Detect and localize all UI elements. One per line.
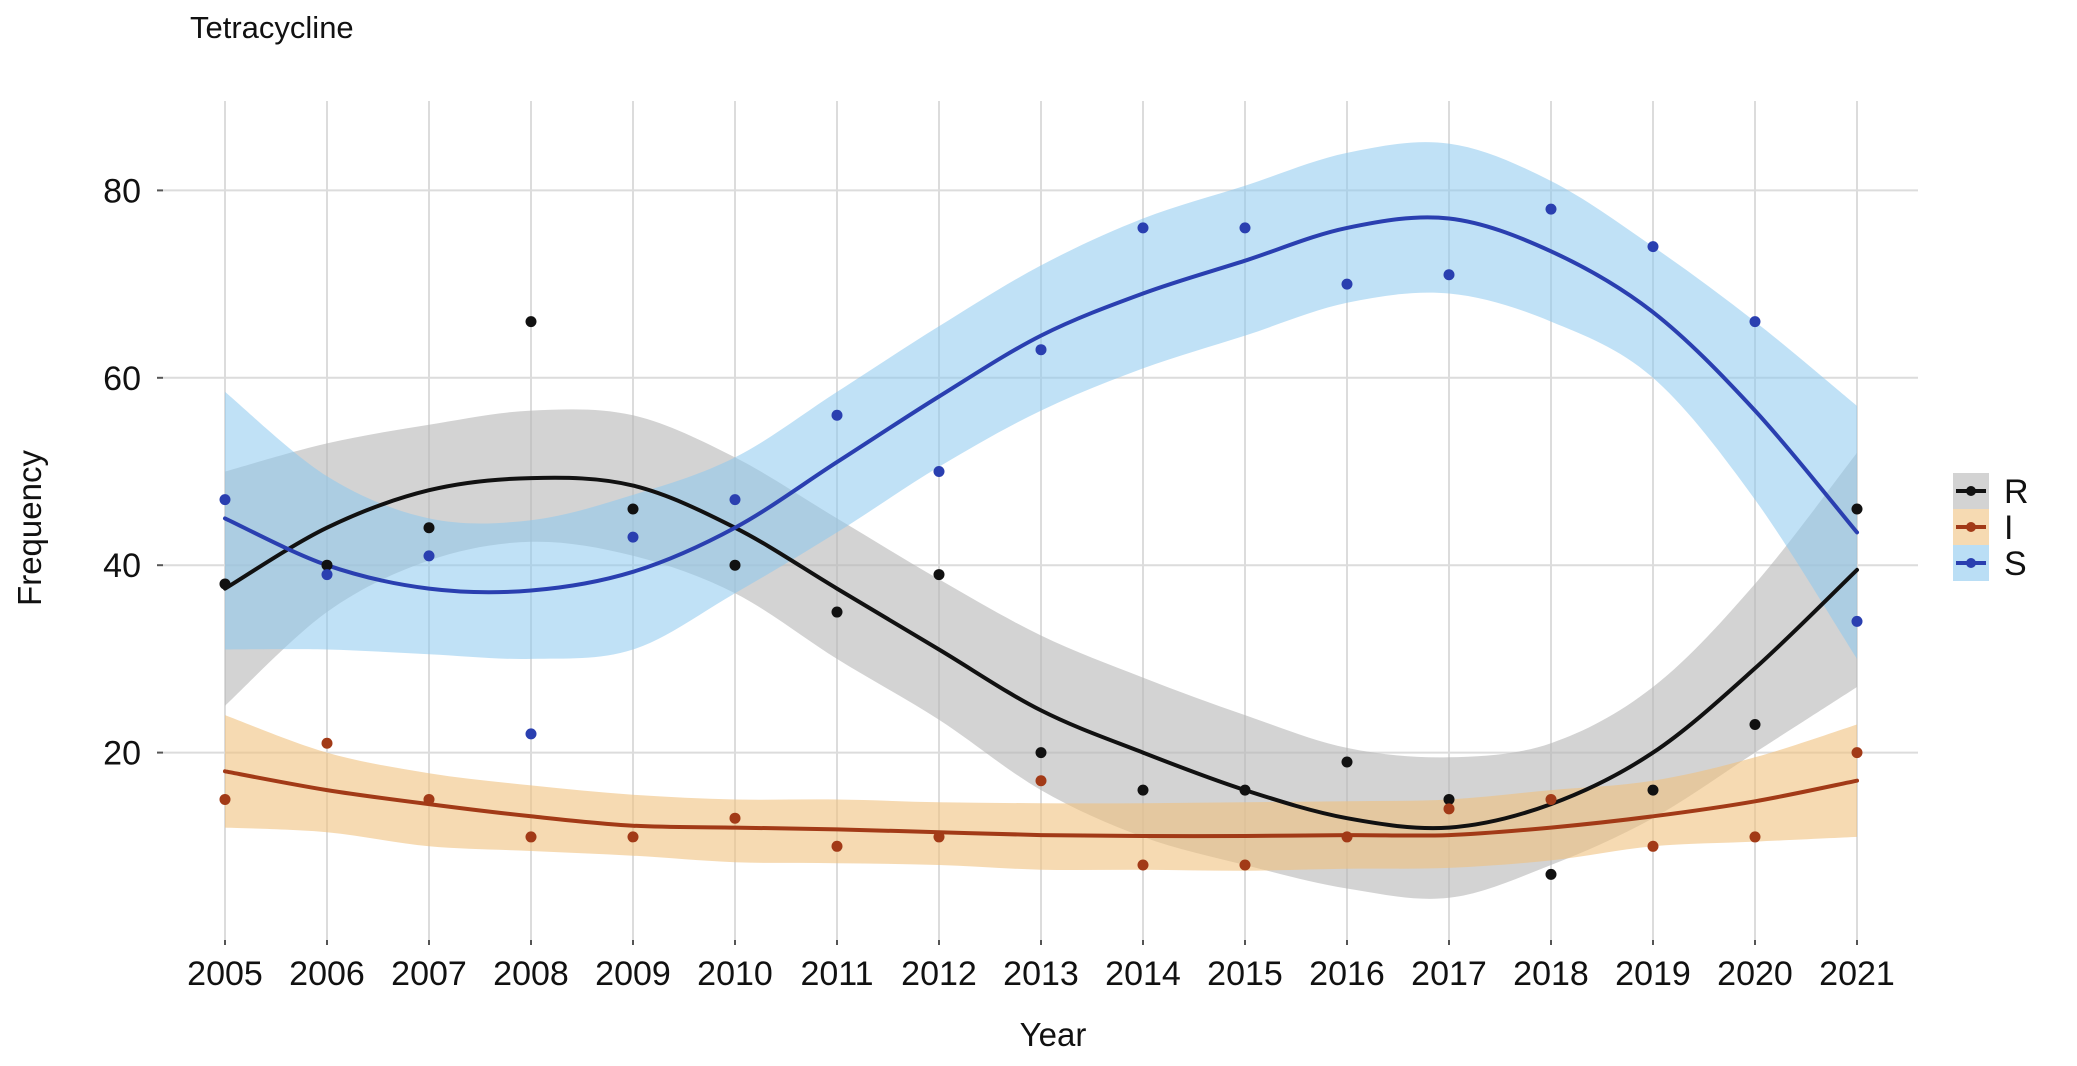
x-tick-label: 2016 xyxy=(1309,955,1385,993)
data-point-R-2016 xyxy=(1341,756,1353,768)
data-point-I-2019 xyxy=(1647,840,1659,852)
legend-label: I xyxy=(2004,509,2013,547)
data-point-I-2016 xyxy=(1341,831,1353,843)
axis-layer: 2005 2006 2007 2008 2009 2010 2011 2012 2013 2014… xyxy=(103,172,1895,993)
legend-item-R: R xyxy=(1953,473,2029,511)
data-point-S-2009 xyxy=(627,531,639,543)
y-tick-label: 60 xyxy=(103,360,141,398)
data-point-R-2015 xyxy=(1239,784,1251,796)
legend-item-S: S xyxy=(1953,545,2027,583)
data-point-S-2018 xyxy=(1545,203,1557,215)
data-point-S-2006 xyxy=(321,569,333,581)
x-tick-label: 2015 xyxy=(1207,955,1283,993)
point-layer xyxy=(219,203,1863,880)
x-tick-label: 2014 xyxy=(1105,955,1181,993)
legend: RIS xyxy=(1953,473,2029,583)
data-point-S-2013 xyxy=(1035,344,1047,356)
data-point-S-2012 xyxy=(933,466,945,477)
data-point-I-2011 xyxy=(831,840,843,852)
x-tick-label: 2011 xyxy=(800,955,873,993)
data-point-R-2011 xyxy=(831,606,843,618)
x-tick-label: 2006 xyxy=(289,955,365,993)
data-point-R-2019 xyxy=(1647,784,1659,796)
data-point-I-2009 xyxy=(627,831,639,843)
data-point-I-2018 xyxy=(1545,793,1557,805)
data-point-R-2020 xyxy=(1749,718,1761,730)
x-tick-label: 2018 xyxy=(1513,955,1589,993)
fit-line-S xyxy=(223,215,1859,595)
data-point-R-2008 xyxy=(525,316,537,328)
data-point-I-2013 xyxy=(1035,775,1047,787)
data-point-S-2011 xyxy=(831,409,843,421)
data-point-S-2015 xyxy=(1239,222,1251,234)
data-point-I-2010 xyxy=(729,812,741,824)
data-point-S-2016 xyxy=(1341,278,1353,290)
x-tick-label: 2013 xyxy=(1003,955,1079,993)
data-point-I-2014 xyxy=(1137,859,1149,871)
data-point-S-2010 xyxy=(729,494,741,506)
x-tick-label: 2012 xyxy=(901,955,977,993)
legend-label: S xyxy=(2004,545,2027,583)
data-point-R-2013 xyxy=(1035,747,1047,759)
data-point-S-2005 xyxy=(219,494,231,506)
data-point-I-2012 xyxy=(933,831,945,843)
data-point-R-2010 xyxy=(729,559,741,571)
data-point-S-2019 xyxy=(1647,241,1659,253)
legend-item-I: I xyxy=(1953,509,2013,547)
x-tick-label: 2005 xyxy=(187,955,263,993)
fit-line-I xyxy=(223,769,1859,839)
data-point-I-2017 xyxy=(1443,803,1455,815)
x-tick-label: 2009 xyxy=(595,955,671,993)
data-point-I-2020 xyxy=(1749,831,1761,843)
x-tick-label: 2010 xyxy=(697,955,773,993)
legend-key-point xyxy=(1966,558,1976,568)
x-tick-label: 2019 xyxy=(1615,955,1691,993)
data-point-S-2008 xyxy=(525,728,537,740)
legend-key-point xyxy=(1966,522,1976,532)
data-point-I-2015 xyxy=(1239,859,1251,871)
y-tick-label: 20 xyxy=(103,735,141,773)
data-point-S-2007 xyxy=(423,550,435,562)
chart-title: Tetracycline xyxy=(190,10,354,45)
y-tick-label: 40 xyxy=(103,547,141,585)
data-point-S-2021 xyxy=(1851,615,1863,627)
x-axis-title: Year xyxy=(1020,1016,1087,1053)
y-axis-title: Frequency xyxy=(11,450,48,606)
x-tick-label: 2008 xyxy=(493,955,569,993)
data-point-R-2012 xyxy=(933,569,945,581)
data-point-R-2007 xyxy=(423,522,435,534)
data-point-R-2021 xyxy=(1851,503,1863,515)
data-point-R-2009 xyxy=(627,503,639,515)
data-point-R-2017 xyxy=(1443,793,1455,805)
data-point-I-2007 xyxy=(423,793,435,805)
data-point-S-2020 xyxy=(1749,316,1761,328)
data-point-I-2021 xyxy=(1851,747,1863,759)
data-point-I-2006 xyxy=(321,737,333,749)
x-tick-label: 2020 xyxy=(1717,955,1793,993)
data-point-I-2005 xyxy=(219,793,231,805)
x-tick-label: 2007 xyxy=(391,955,467,993)
data-point-S-2017 xyxy=(1443,269,1455,281)
data-point-I-2008 xyxy=(525,831,537,843)
x-tick-label: 2017 xyxy=(1411,955,1487,993)
data-point-R-2014 xyxy=(1137,784,1149,796)
legend-key-point xyxy=(1966,486,1976,496)
x-tick-label: 2021 xyxy=(1819,955,1895,993)
data-point-R-2018 xyxy=(1545,868,1557,880)
data-point-R-2006 xyxy=(321,559,333,571)
fit-line-R xyxy=(223,475,1859,831)
data-point-R-2005 xyxy=(219,578,231,590)
data-point-S-2014 xyxy=(1137,222,1149,234)
legend-label: R xyxy=(2004,473,2029,511)
y-tick-label: 80 xyxy=(103,172,141,210)
line-layer xyxy=(223,215,1859,839)
